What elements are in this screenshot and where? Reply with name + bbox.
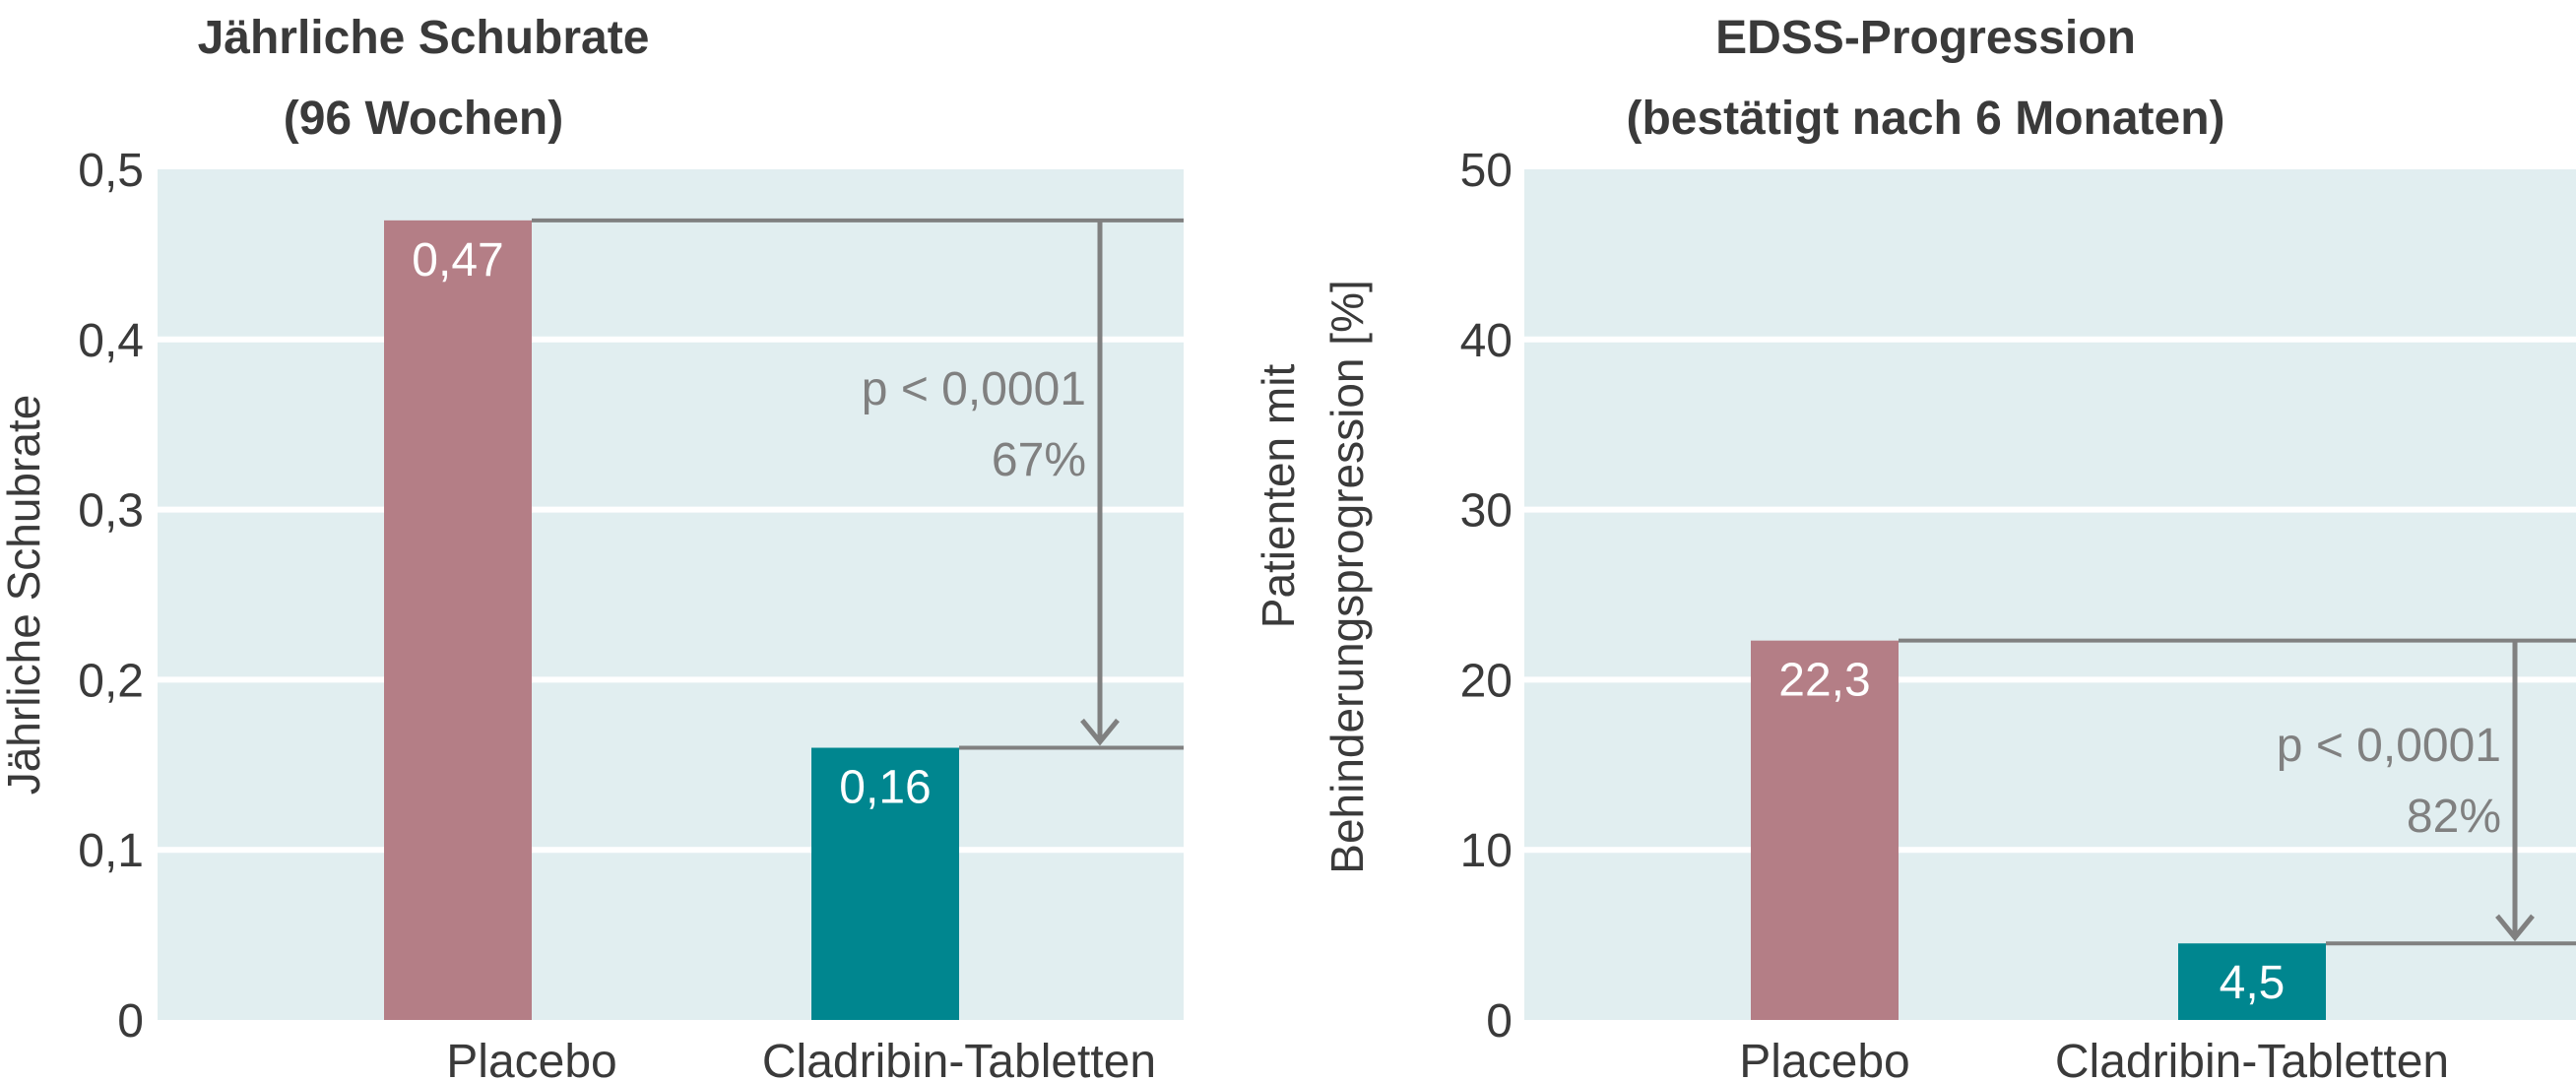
bar-value-label: 0,16 [839, 762, 931, 814]
bar-value-label: 22,3 [1778, 655, 1870, 707]
y-tick-label: 0 [1486, 995, 1513, 1048]
y-tick-label: 0,1 [78, 825, 144, 877]
y-axis-label-line1: Patienten mit [1253, 364, 1304, 629]
y-axis-label-line2: Behinderungsprogression [%] [1321, 280, 1373, 873]
y-tick-label: 0,4 [78, 315, 144, 367]
plot-background [1524, 169, 2576, 1020]
chart-title: Jährliche Schubrate [197, 12, 650, 64]
chart-panel-edss-progression: EDSS-Progression (bestätigt nach 6 Monat… [1253, 0, 2576, 1081]
y-tick-label: 0,5 [78, 145, 144, 197]
reduction-percent-label: 82% [2407, 791, 2501, 843]
y-tick-label: 40 [1460, 315, 1513, 367]
y-axis-label: Jährliche Schubrate [0, 395, 49, 795]
x-category-label: Placebo [1739, 1036, 1909, 1081]
bar-chart-relapse-rate: 0 0,1 0,2 0,3 0,4 0,5 Jährliche Schubrate 0,47 P… [0, 145, 1184, 1081]
y-tick-label: 0,3 [78, 485, 144, 538]
bar-cladribin [2178, 943, 2326, 1020]
chart-subtitle: (96 Wochen) [283, 93, 564, 145]
bar-value-label: 0,47 [412, 234, 503, 286]
chart-title-block: EDSS-Progression (bestätigt nach 6 Monat… [1280, 0, 2576, 159]
chart-title-block: Jährliche Schubrate (96 Wochen) [128, 0, 719, 159]
p-value-label: p < 0,0001 [2277, 720, 2501, 772]
plot-background [158, 169, 1184, 1020]
y-tick-label: 10 [1460, 825, 1513, 877]
bar-placebo [384, 220, 532, 1021]
x-category-label: Placebo [446, 1036, 616, 1081]
chart-subtitle: (bestätigt nach 6 Monaten) [1626, 93, 2225, 145]
y-tick-label: 30 [1460, 485, 1513, 538]
reduction-arrow-head [2495, 914, 2535, 942]
chart-title: EDSS-Progression [1715, 12, 2136, 64]
x-category-label: Cladribin-Tabletten [762, 1036, 1156, 1081]
bar-placebo [1751, 640, 1899, 1020]
y-tick-label: 0,2 [78, 655, 144, 707]
chart-panel-relapse-rate: Jährliche Schubrate (96 Wochen) 0 0,1 0,2 0… [0, 0, 1280, 1081]
reduction-arrow-head [1080, 718, 1120, 746]
y-tick-label: 0 [117, 995, 144, 1048]
y-tick-label: 20 [1460, 655, 1513, 707]
bar-cladribin [811, 747, 959, 1020]
p-value-label: p < 0,0001 [862, 363, 1086, 415]
bar-chart-edss-progression: 0 10 20 30 40 50 Patienten mit Behinderungsprog… [1253, 145, 2576, 1081]
reduction-percent-label: 67% [992, 434, 1086, 486]
y-tick-label: 50 [1460, 145, 1513, 197]
bar-value-label: 4,5 [2220, 957, 2286, 1009]
x-category-label: Cladribin-Tabletten [2055, 1036, 2449, 1081]
